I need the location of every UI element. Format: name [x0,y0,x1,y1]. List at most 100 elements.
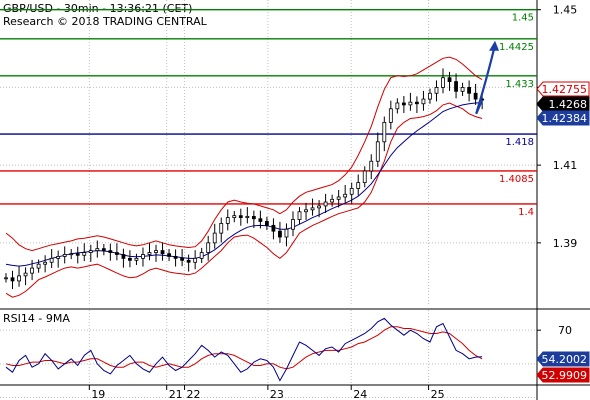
candle-body [75,253,80,256]
rsi-line [5,317,483,382]
candle-body [95,248,100,252]
candle-body [434,87,439,94]
bollinger-bands [5,56,483,298]
rsi-lines [5,317,483,382]
candle-body [62,254,67,257]
price-tag-label: 1.42755 [542,83,588,96]
candle-body [304,209,308,213]
candle-body [232,215,237,218]
upper-band [5,56,483,252]
price-tag-box [536,81,590,97]
candle-body [212,232,217,244]
candle-body [69,253,74,256]
time-tick-label: 19 [91,388,105,400]
price-candles [4,68,485,290]
candle-body [388,108,393,123]
candle-body [336,196,341,200]
candle-body [415,101,419,105]
time-tick-label: 25 [431,388,445,400]
candle-body [88,250,93,253]
rsi-ma-line [5,326,483,370]
candle-body [121,254,126,259]
price-axis-ticks: 1.391.411.431.45 [537,4,577,250]
candle-body [428,92,432,100]
candle-body [349,188,354,195]
candle-body [297,211,302,220]
candle-body [356,182,361,189]
candle-body [225,217,230,224]
candle-body [323,201,328,207]
candle-body [271,224,276,232]
moving-average [5,102,483,267]
candle-body [199,252,204,259]
candle-body [30,267,34,274]
arrow-head [489,40,500,51]
main-gridlines [0,0,537,305]
time-tick-label: 24 [353,388,367,400]
candle-body [467,87,471,94]
candle-body [441,77,445,88]
candle-body [317,205,321,209]
candle-body [101,248,106,252]
candle-body [258,218,263,222]
candle-body [23,272,28,277]
candle-body [219,223,224,234]
candle-body [147,252,152,255]
rsi-tag-label: 52.9909 [542,369,588,382]
candle-body [186,259,191,263]
candle-body [17,275,21,282]
candle-body [460,87,465,92]
candle-body [454,81,458,92]
candle-body [160,250,165,255]
candle-body [382,121,387,143]
rsi-tag-box [536,351,590,367]
candle-body [245,216,250,218]
price-tag-label: 1.4268 [549,98,588,111]
level-label: 1.4085 [499,174,534,185]
level-label: 1.4 [518,207,534,218]
candle-body [330,198,335,203]
price-tick-label: 1.41 [553,159,578,172]
level-label: 1.45 [512,13,534,24]
candle-body [167,253,171,257]
arrow-shaft [475,48,496,115]
candle-body [369,160,374,172]
candle-body [114,252,119,255]
rsi-axis-ticks: 70 [537,324,572,337]
candle-body [473,92,478,100]
target-arrow [475,40,500,115]
price-tag-box [536,96,590,112]
candle-body [291,219,295,230]
time-axis-ticks: 19 21 22 23 24 25 [88,385,445,400]
candle-body [4,277,8,280]
candle-body [251,216,256,220]
lower-band [5,102,483,298]
candle-body [134,257,139,261]
candle-body [421,98,426,105]
rsi-gridlines [0,310,537,398]
candle-body [206,242,211,253]
candle-body [284,228,289,238]
level-label: 1.433 [505,79,534,90]
chart-title: GBP/USD - 30min - 13:36:21 (CET) [3,2,193,15]
candle-body [56,256,61,259]
price-tick-label: 1.45 [553,4,578,17]
candle-body [265,221,269,226]
candle-body [401,102,406,106]
candle-body [141,254,145,259]
candle-body [43,261,48,265]
candle-body [49,257,54,263]
candle-body [180,257,185,261]
time-tick-label: 21 [169,388,183,400]
price-tag-label: 1.42384 [542,112,588,125]
candle-body [395,102,400,110]
price-tick-label: 1.39 [553,237,578,250]
candle-body [193,257,198,263]
candle-body [108,250,113,253]
candle-body [82,252,87,256]
candle-body [375,141,380,162]
time-tick-label: 22 [187,388,201,400]
candle-body [154,250,158,253]
level-label: 1.4425 [499,42,534,53]
